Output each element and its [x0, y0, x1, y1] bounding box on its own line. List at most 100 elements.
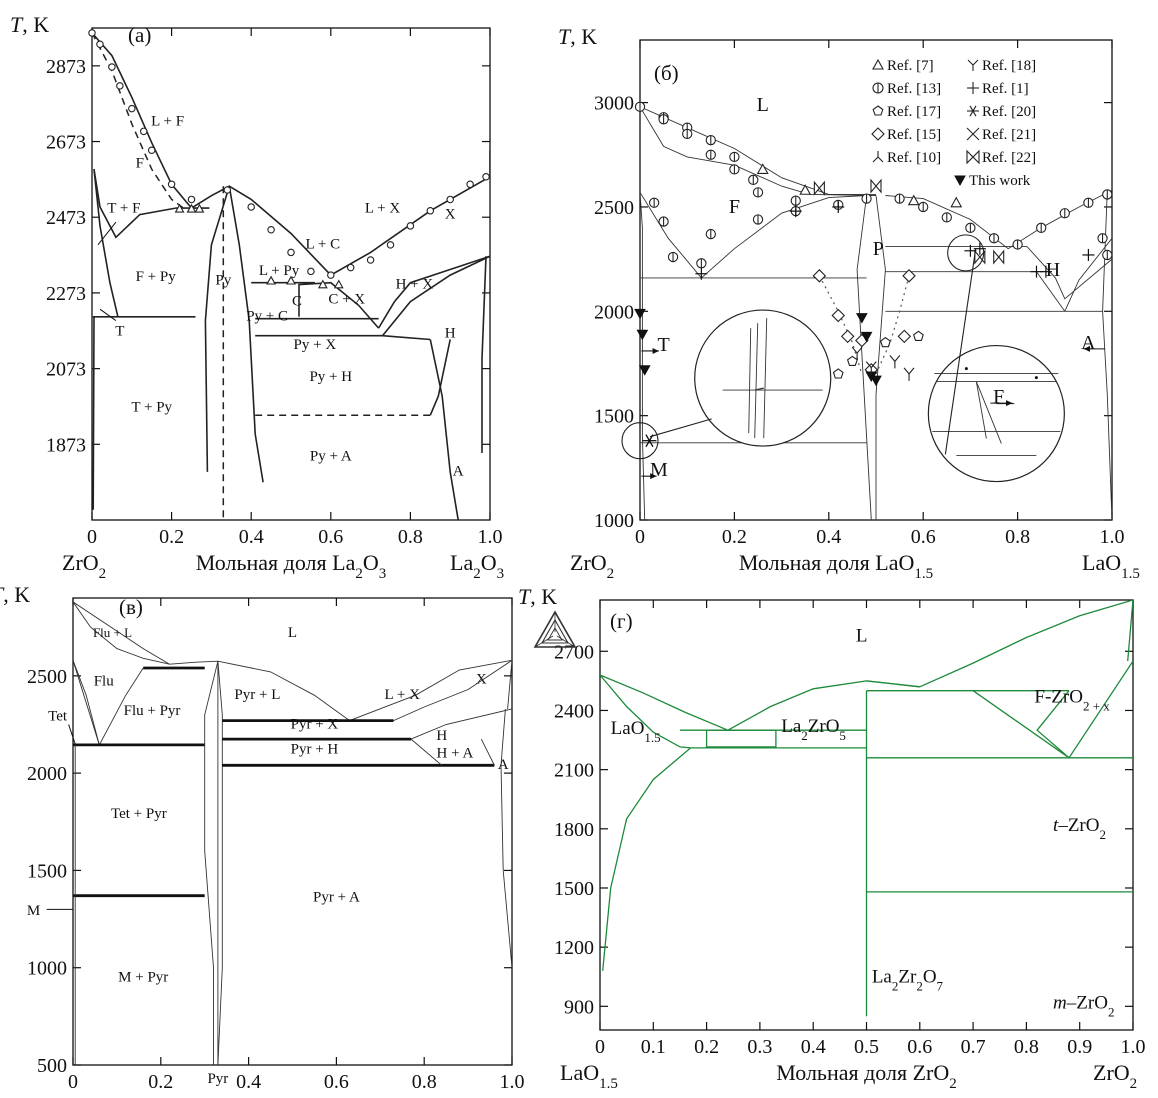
panel-letter: (a): [128, 23, 151, 47]
legend-entry-label: Ref. [10]: [887, 150, 941, 166]
phase-region-label: Pyr + X: [291, 716, 339, 732]
legend-marker: [872, 82, 884, 94]
data-point-circle: [346, 263, 355, 272]
x-tick-label: 1.0: [478, 526, 503, 548]
legend-entry-label: Ref. [15]: [887, 127, 941, 143]
phase-region-label: Py + X: [294, 337, 337, 353]
data-point-circle: [96, 40, 104, 49]
phase-region-label: Flu: [94, 674, 115, 690]
data-point-triangle: [186, 203, 197, 213]
phase-boundary: [377, 255, 490, 329]
phase-region-label: L + X: [365, 201, 401, 217]
phase-region-label: F-ZrO2 + x: [1034, 687, 1110, 714]
legend-marker: [967, 105, 979, 117]
data-point-circle: [223, 186, 232, 194]
x-tick-label: 0.5: [854, 1036, 879, 1058]
phase-region-label: L + Py: [259, 263, 300, 279]
data-point-triangle: [756, 163, 769, 174]
data-point-diamond: [831, 308, 846, 323]
data-point-triangle: [333, 279, 344, 289]
phase-boundary: [73, 660, 144, 747]
data-point-circle: [426, 207, 435, 215]
legend-entry-label: This work: [969, 173, 1031, 189]
phase-boundary: [92, 32, 193, 209]
phase-region-label: Py + H: [309, 369, 352, 385]
phase-region-label: Pyr + H: [291, 742, 339, 758]
phase-boundary: [429, 339, 451, 416]
phase-boundary: [228, 186, 264, 483]
x-tick-label: 0: [595, 1036, 605, 1058]
phase-region-label: C + X: [328, 292, 365, 308]
phase-region-label: X: [445, 206, 456, 222]
phase-boundary: [480, 738, 495, 766]
phase-boundary: [885, 189, 1112, 250]
data-point-triangle: [317, 279, 328, 289]
phase-boundary: [640, 192, 702, 279]
label-arrow-head: [652, 347, 659, 354]
data-point-circle: [128, 104, 136, 113]
data-point-circle: [446, 195, 454, 204]
triangle-logo-icon: [533, 610, 577, 648]
phase-region-label: M + Pyr: [118, 969, 168, 985]
panel-letter: (б): [654, 61, 679, 85]
phase-region-label: L: [757, 94, 769, 116]
data-point-circle: [406, 222, 415, 230]
phase-boundary: [73, 601, 170, 665]
data-point-circle: [108, 63, 116, 71]
phase-boundary: [73, 601, 170, 665]
phase-boundary: [1127, 600, 1133, 662]
y-tick-label: 1800: [554, 819, 594, 841]
y-axis-title: T, K: [518, 584, 557, 609]
data-point-triangle: [174, 203, 185, 213]
y-tick-label: 1500: [27, 860, 67, 882]
x-axis-title: Мольная доля ZrO2: [776, 1060, 957, 1092]
data-point-circle: [116, 82, 124, 90]
x-axis-title: Мольная доля LaO1.5: [739, 550, 933, 582]
phase-boundary: [92, 32, 184, 209]
data-point-this-work: [638, 365, 651, 376]
data-point-bowtie: [870, 178, 882, 194]
phase-boundary: [500, 708, 512, 968]
phase-boundary: [393, 659, 512, 722]
data-point-triangle: [286, 275, 296, 285]
phase-boundary: [255, 334, 431, 341]
phase-region-label: Pyr + L: [234, 687, 280, 703]
plot-frame: [91, 27, 491, 521]
x-tick-label: 0.2: [148, 1071, 173, 1093]
x-tick-label: 0.8: [412, 1071, 437, 1093]
phase-region-label: Flu + L: [93, 625, 132, 640]
phase-region-label: M: [650, 459, 668, 481]
phase-region-label: H + X: [396, 276, 434, 292]
x-tick-label: 0.1: [641, 1036, 666, 1058]
left-component-label: ZrO2: [62, 550, 106, 582]
plot-frame: [72, 597, 513, 1066]
phase-boundary: [73, 660, 100, 746]
zoom-arrow: [649, 418, 712, 438]
x-tick-label: 0.4: [801, 1036, 826, 1058]
phase-boundary: [919, 600, 1133, 688]
legend-marker: [872, 151, 884, 163]
data-point-this-work: [634, 308, 646, 320]
y-tick-label: 900: [564, 996, 594, 1018]
data-point-pentagon: [913, 330, 924, 341]
phase-region-label: A: [1081, 332, 1096, 354]
phase-boundary: [1036, 271, 1066, 312]
phase-region-label: A: [498, 757, 509, 773]
data-point-circle: [327, 271, 335, 279]
legend-entry-label: Ref. [7]: [887, 58, 934, 74]
phase-region-label: Py + C: [246, 309, 288, 325]
phase-boundary-dotted: [875, 275, 910, 375]
label-arrow-head: [1006, 400, 1013, 407]
left-component-label: LaO1.5: [560, 1060, 618, 1092]
phase-region-label: Pyr + A: [313, 890, 360, 906]
data-point-circle: [88, 29, 96, 37]
x-tick-label: 0.4: [239, 526, 264, 548]
legend-marker: [967, 59, 979, 71]
phase-region-label: Tet + Pyr: [111, 806, 167, 822]
data-point-diamond: [897, 329, 912, 344]
phase-region-label: T + Py: [131, 399, 172, 415]
x-tick-label: 0.2: [159, 526, 184, 548]
phase-region-label: H: [436, 728, 447, 744]
x-tick-label: 0.4: [816, 526, 841, 548]
